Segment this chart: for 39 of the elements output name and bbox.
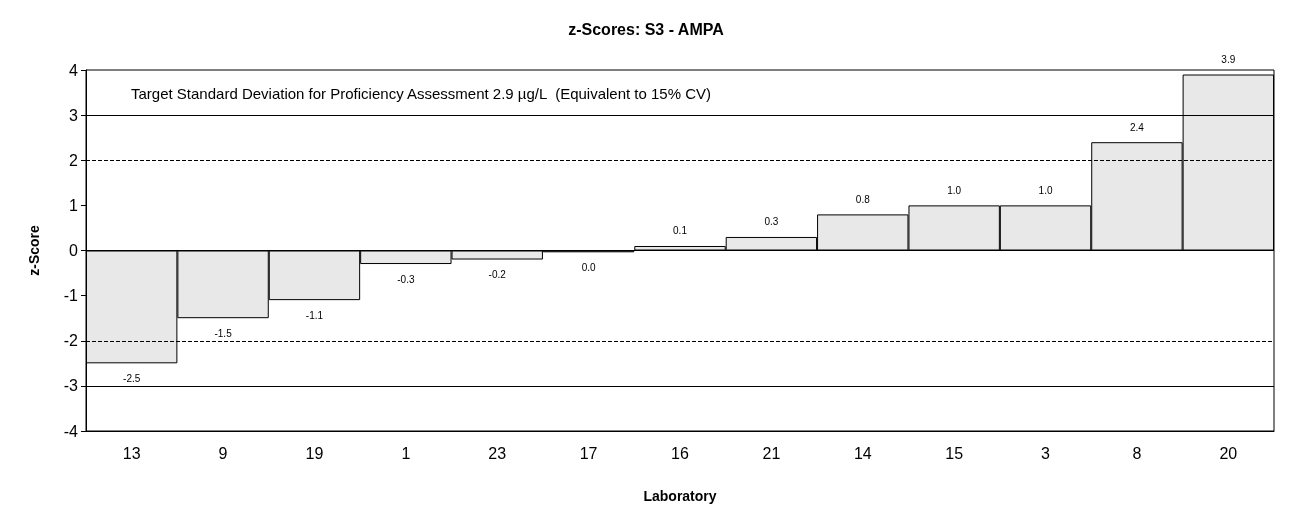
- data-label: 2.4: [1129, 121, 1145, 133]
- x-tick-label: 14: [853, 444, 872, 462]
- y-tick-label: -3: [63, 377, 79, 395]
- x-tick-label: 1: [401, 444, 411, 462]
- x-tick-label: 9: [218, 444, 228, 462]
- data-label: -0.3: [397, 273, 415, 285]
- x-tick-label: 15: [945, 444, 964, 462]
- chart-title: z-Scores: S3 - AMPA: [568, 20, 725, 38]
- x-axis-title: Laboratory: [643, 488, 717, 504]
- y-tick-label: -2: [63, 332, 79, 350]
- data-label: 3.9: [1221, 54, 1236, 66]
- y-tick-label: 1: [69, 196, 79, 214]
- x-tick-label: 8: [1132, 444, 1142, 462]
- x-tick-label: 21: [762, 444, 781, 462]
- x-tick-label: 16: [671, 444, 689, 462]
- data-label: 0.3: [764, 216, 779, 228]
- data-label: -1.1: [305, 309, 324, 321]
- y-tick-label: -1: [63, 287, 79, 305]
- x-tick-label: 19: [305, 444, 324, 462]
- data-label: 1.0: [947, 184, 962, 196]
- y-axis-title: z-Score: [26, 225, 42, 276]
- x-tick-label: 3: [1041, 444, 1051, 462]
- data-label: 1.0: [1038, 184, 1053, 196]
- x-tick-label: 23: [488, 444, 507, 462]
- data-label: 0.0: [581, 261, 596, 273]
- x-tick-label: 20: [1219, 444, 1238, 462]
- x-tick-label: 17: [579, 444, 598, 462]
- x-tick-label: 13: [122, 444, 141, 462]
- y-tick-label: 3: [69, 106, 79, 124]
- y-tick-label: 4: [69, 61, 79, 79]
- y-tick-label: 2: [69, 151, 79, 169]
- data-label: -0.2: [488, 269, 507, 281]
- y-tick-label: 0: [69, 242, 79, 259]
- data-label: -2.5: [123, 372, 141, 384]
- data-label: 0.1: [673, 225, 688, 237]
- data-label: 0.8: [855, 193, 871, 205]
- y-tick-label: -4: [63, 422, 79, 440]
- data-label: -1.5: [214, 327, 233, 339]
- annotation: Target Standard Deviation for Proficiency Assessment 2.9 µg/L (Equivalent to 15% CV): [131, 85, 712, 102]
